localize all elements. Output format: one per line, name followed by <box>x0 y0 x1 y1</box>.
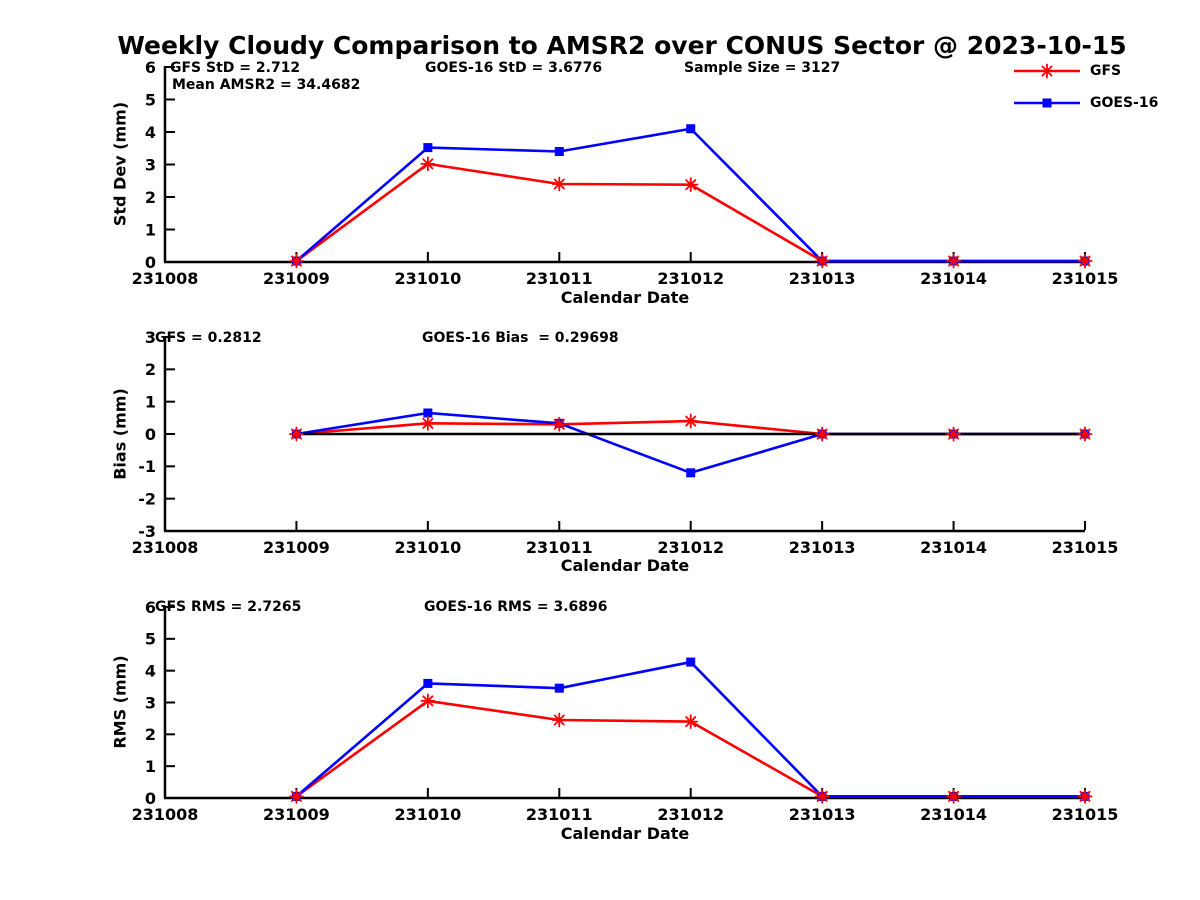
chart-rms: 0 1 2 3 4 5 6 231008 231009 231010 231011 231012 231… <box>132 598 1119 824</box>
xlabel-bias: Calendar Date <box>560 556 690 575</box>
svg-text:5: 5 <box>145 630 156 649</box>
chart-std-dev: 0 1 2 3 4 5 6 231008 231009 231010 231011 231012 231… <box>132 58 1119 288</box>
svg-text:231010: 231010 <box>394 538 461 557</box>
svg-text:4: 4 <box>145 123 156 142</box>
svg-text:231012: 231012 <box>657 805 724 824</box>
goes16-line-marker-icon <box>1014 98 1080 108</box>
annotation-goes16-rms: GOES-16 RMS = 3.6896 <box>424 599 608 615</box>
annotation-gfs-rms: GFS RMS = 2.7265 <box>155 599 302 615</box>
svg-text:231013: 231013 <box>789 538 856 557</box>
svg-text:1: 1 <box>145 392 156 411</box>
svg-text:3: 3 <box>145 693 156 712</box>
annotation-sample-size: Sample Size = 3127 <box>684 60 841 76</box>
svg-text:1: 1 <box>145 757 156 776</box>
ylabel-std-dev: Std Dev (mm) <box>110 101 130 227</box>
svg-text:231009: 231009 <box>263 805 330 824</box>
annotation-gfs-std: GFS StD = 2.712 <box>170 60 301 76</box>
svg-text:231015: 231015 <box>1052 538 1119 557</box>
svg-text:-2: -2 <box>138 489 156 508</box>
svg-text:231010: 231010 <box>394 805 461 824</box>
legend: GFS GOES-16 <box>1012 62 1158 112</box>
svg-text:0: 0 <box>145 425 156 444</box>
figure-title: Weekly Cloudy Comparison to AMSR2 over C… <box>117 31 1127 60</box>
legend-item-goes16: GOES-16 <box>1012 94 1158 112</box>
svg-text:6: 6 <box>145 598 156 617</box>
svg-text:231013: 231013 <box>789 805 856 824</box>
svg-text:231011: 231011 <box>526 538 593 557</box>
svg-text:6: 6 <box>145 58 156 77</box>
svg-text:-3: -3 <box>138 522 156 541</box>
svg-text:5: 5 <box>145 90 156 109</box>
svg-text:231014: 231014 <box>920 805 987 824</box>
annotation-mean-amsr2: Mean AMSR2 = 34.4682 <box>172 77 361 93</box>
svg-text:2: 2 <box>145 725 156 744</box>
annotation-goes16-std: GOES-16 StD = 3.6776 <box>425 60 603 76</box>
svg-text:231010: 231010 <box>394 269 461 288</box>
svg-text:3: 3 <box>145 155 156 174</box>
ylabel-bias: Bias (mm) <box>110 388 130 480</box>
svg-text:231008: 231008 <box>132 538 199 557</box>
gfs-line-marker-icon <box>1014 63 1080 79</box>
svg-text:231015: 231015 <box>1052 269 1119 288</box>
svg-text:231014: 231014 <box>920 538 987 557</box>
legend-label-gfs: GFS <box>1090 63 1122 79</box>
svg-text:231008: 231008 <box>132 805 199 824</box>
svg-text:231012: 231012 <box>657 269 724 288</box>
svg-text:231015: 231015 <box>1052 805 1119 824</box>
ylabel-rms: RMS (mm) <box>110 655 130 749</box>
svg-text:231009: 231009 <box>263 538 330 557</box>
annotation-goes16-bias: GOES-16 Bias = 0.29698 <box>422 330 619 346</box>
legend-item-gfs: GFS <box>1012 62 1158 80</box>
svg-text:1: 1 <box>145 220 156 239</box>
svg-text:-1: -1 <box>138 457 156 476</box>
xlabel-std-dev: Calendar Date <box>560 288 690 307</box>
svg-text:231013: 231013 <box>789 269 856 288</box>
svg-text:231011: 231011 <box>526 269 593 288</box>
svg-text:4: 4 <box>145 661 156 680</box>
svg-text:3: 3 <box>145 328 156 347</box>
svg-text:231012: 231012 <box>657 538 724 557</box>
svg-text:231008: 231008 <box>132 269 199 288</box>
svg-text:231014: 231014 <box>920 269 987 288</box>
chart-bias: -3 -2 -1 0 1 2 3 231008 231009 231010 231011 231012… <box>132 328 1119 557</box>
svg-text:0: 0 <box>145 253 156 272</box>
svg-text:231011: 231011 <box>526 805 593 824</box>
xlabel-rms: Calendar Date <box>560 824 690 843</box>
svg-text:2: 2 <box>145 360 156 379</box>
svg-text:231009: 231009 <box>263 269 330 288</box>
legend-label-goes16: GOES-16 <box>1090 95 1159 111</box>
annotation-gfs-bias: GFS = 0.2812 <box>155 330 262 346</box>
svg-text:0: 0 <box>145 789 156 808</box>
svg-text:2: 2 <box>145 188 156 207</box>
